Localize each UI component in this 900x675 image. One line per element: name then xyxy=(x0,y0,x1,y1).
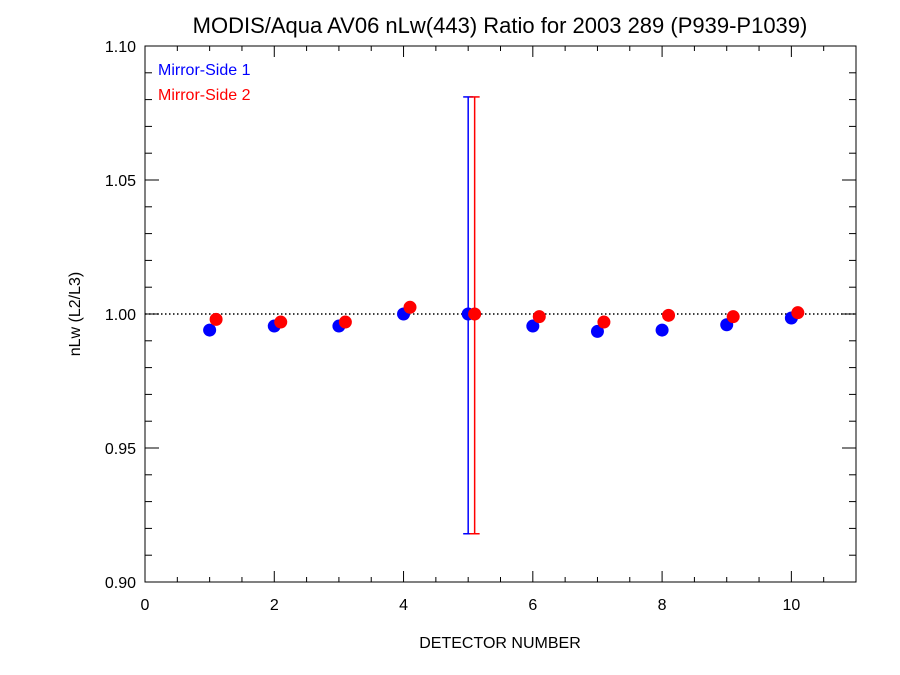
data-point-series-2 xyxy=(403,300,417,314)
y-axis-label: nLw (L2/L3) xyxy=(67,272,84,357)
y-tick-label: 0.95 xyxy=(105,441,136,458)
y-tick-label: 1.10 xyxy=(105,39,136,56)
data-point-series-2 xyxy=(662,308,676,322)
legend: Mirror-Side 1 Mirror-Side 2 xyxy=(158,62,251,104)
y-tick-label: 1.00 xyxy=(105,307,136,324)
x-tick-label: 0 xyxy=(141,597,150,614)
x-axis-label: DETECTOR NUMBER xyxy=(419,635,581,652)
data-point-series-2 xyxy=(791,306,805,320)
legend-entry-mirror-side-1: Mirror-Side 1 xyxy=(158,62,251,79)
tick-labels: 0 2 4 6 8 10 0.90 0.95 1.00 1.05 1.10 xyxy=(105,39,801,614)
x-tick-label: 10 xyxy=(782,597,800,614)
data-point-series-2 xyxy=(274,315,288,329)
x-tick-label: 6 xyxy=(528,597,537,614)
y-tick-label: 0.90 xyxy=(105,575,136,592)
x-tick-label: 4 xyxy=(399,597,408,614)
chart-title: MODIS/Aqua AV06 nLw(443) Ratio for 2003 … xyxy=(193,13,808,38)
data-point-series-2 xyxy=(532,310,546,324)
x-tick-label: 8 xyxy=(658,597,667,614)
data-point-series-2 xyxy=(209,312,223,326)
data-point-series-1 xyxy=(590,324,604,338)
y-tick-label: 1.05 xyxy=(105,173,136,190)
data-point-series-1 xyxy=(526,319,540,333)
axis-ticks xyxy=(144,45,856,583)
data-point-series-2 xyxy=(468,307,482,321)
data-point-series-1 xyxy=(203,323,217,337)
data-point-series-2 xyxy=(338,315,352,329)
data-point-series-1 xyxy=(655,323,669,337)
data-point-series-2 xyxy=(726,310,740,324)
x-tick-label: 2 xyxy=(270,597,279,614)
data-points xyxy=(203,300,805,338)
data-point-series-2 xyxy=(597,315,611,329)
legend-entry-mirror-side-2: Mirror-Side 2 xyxy=(158,87,251,104)
